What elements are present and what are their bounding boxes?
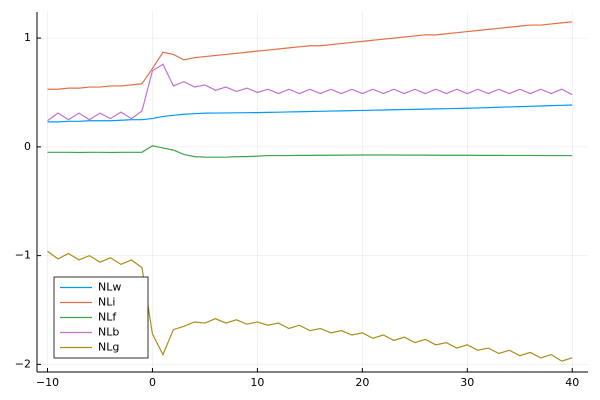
legend-label: NLw (98, 281, 121, 294)
legend-label: NLg (98, 341, 119, 354)
y-tick-label: −2 (15, 357, 31, 370)
x-tick-label: −10 (36, 376, 59, 389)
series-line (47, 250, 573, 362)
y-tick-label: 1 (24, 31, 31, 44)
series-line (47, 21, 573, 90)
legend-label: NLi (98, 296, 115, 309)
y-tick-label: 0 (24, 140, 31, 153)
legend-label: NLf (98, 311, 117, 324)
series-line (47, 63, 573, 122)
series-line (47, 145, 573, 158)
x-tick-label: 20 (355, 376, 369, 389)
series-line (47, 104, 573, 123)
x-tick-label: 40 (565, 376, 579, 389)
x-tick-label: 30 (460, 376, 474, 389)
x-tick-label: 10 (250, 376, 264, 389)
y-tick-label: −1 (15, 249, 31, 262)
x-tick-label: 0 (149, 376, 156, 389)
legend-label: NLb (98, 326, 119, 339)
legend: NLw NLi NLf NLb NLg (53, 276, 149, 359)
